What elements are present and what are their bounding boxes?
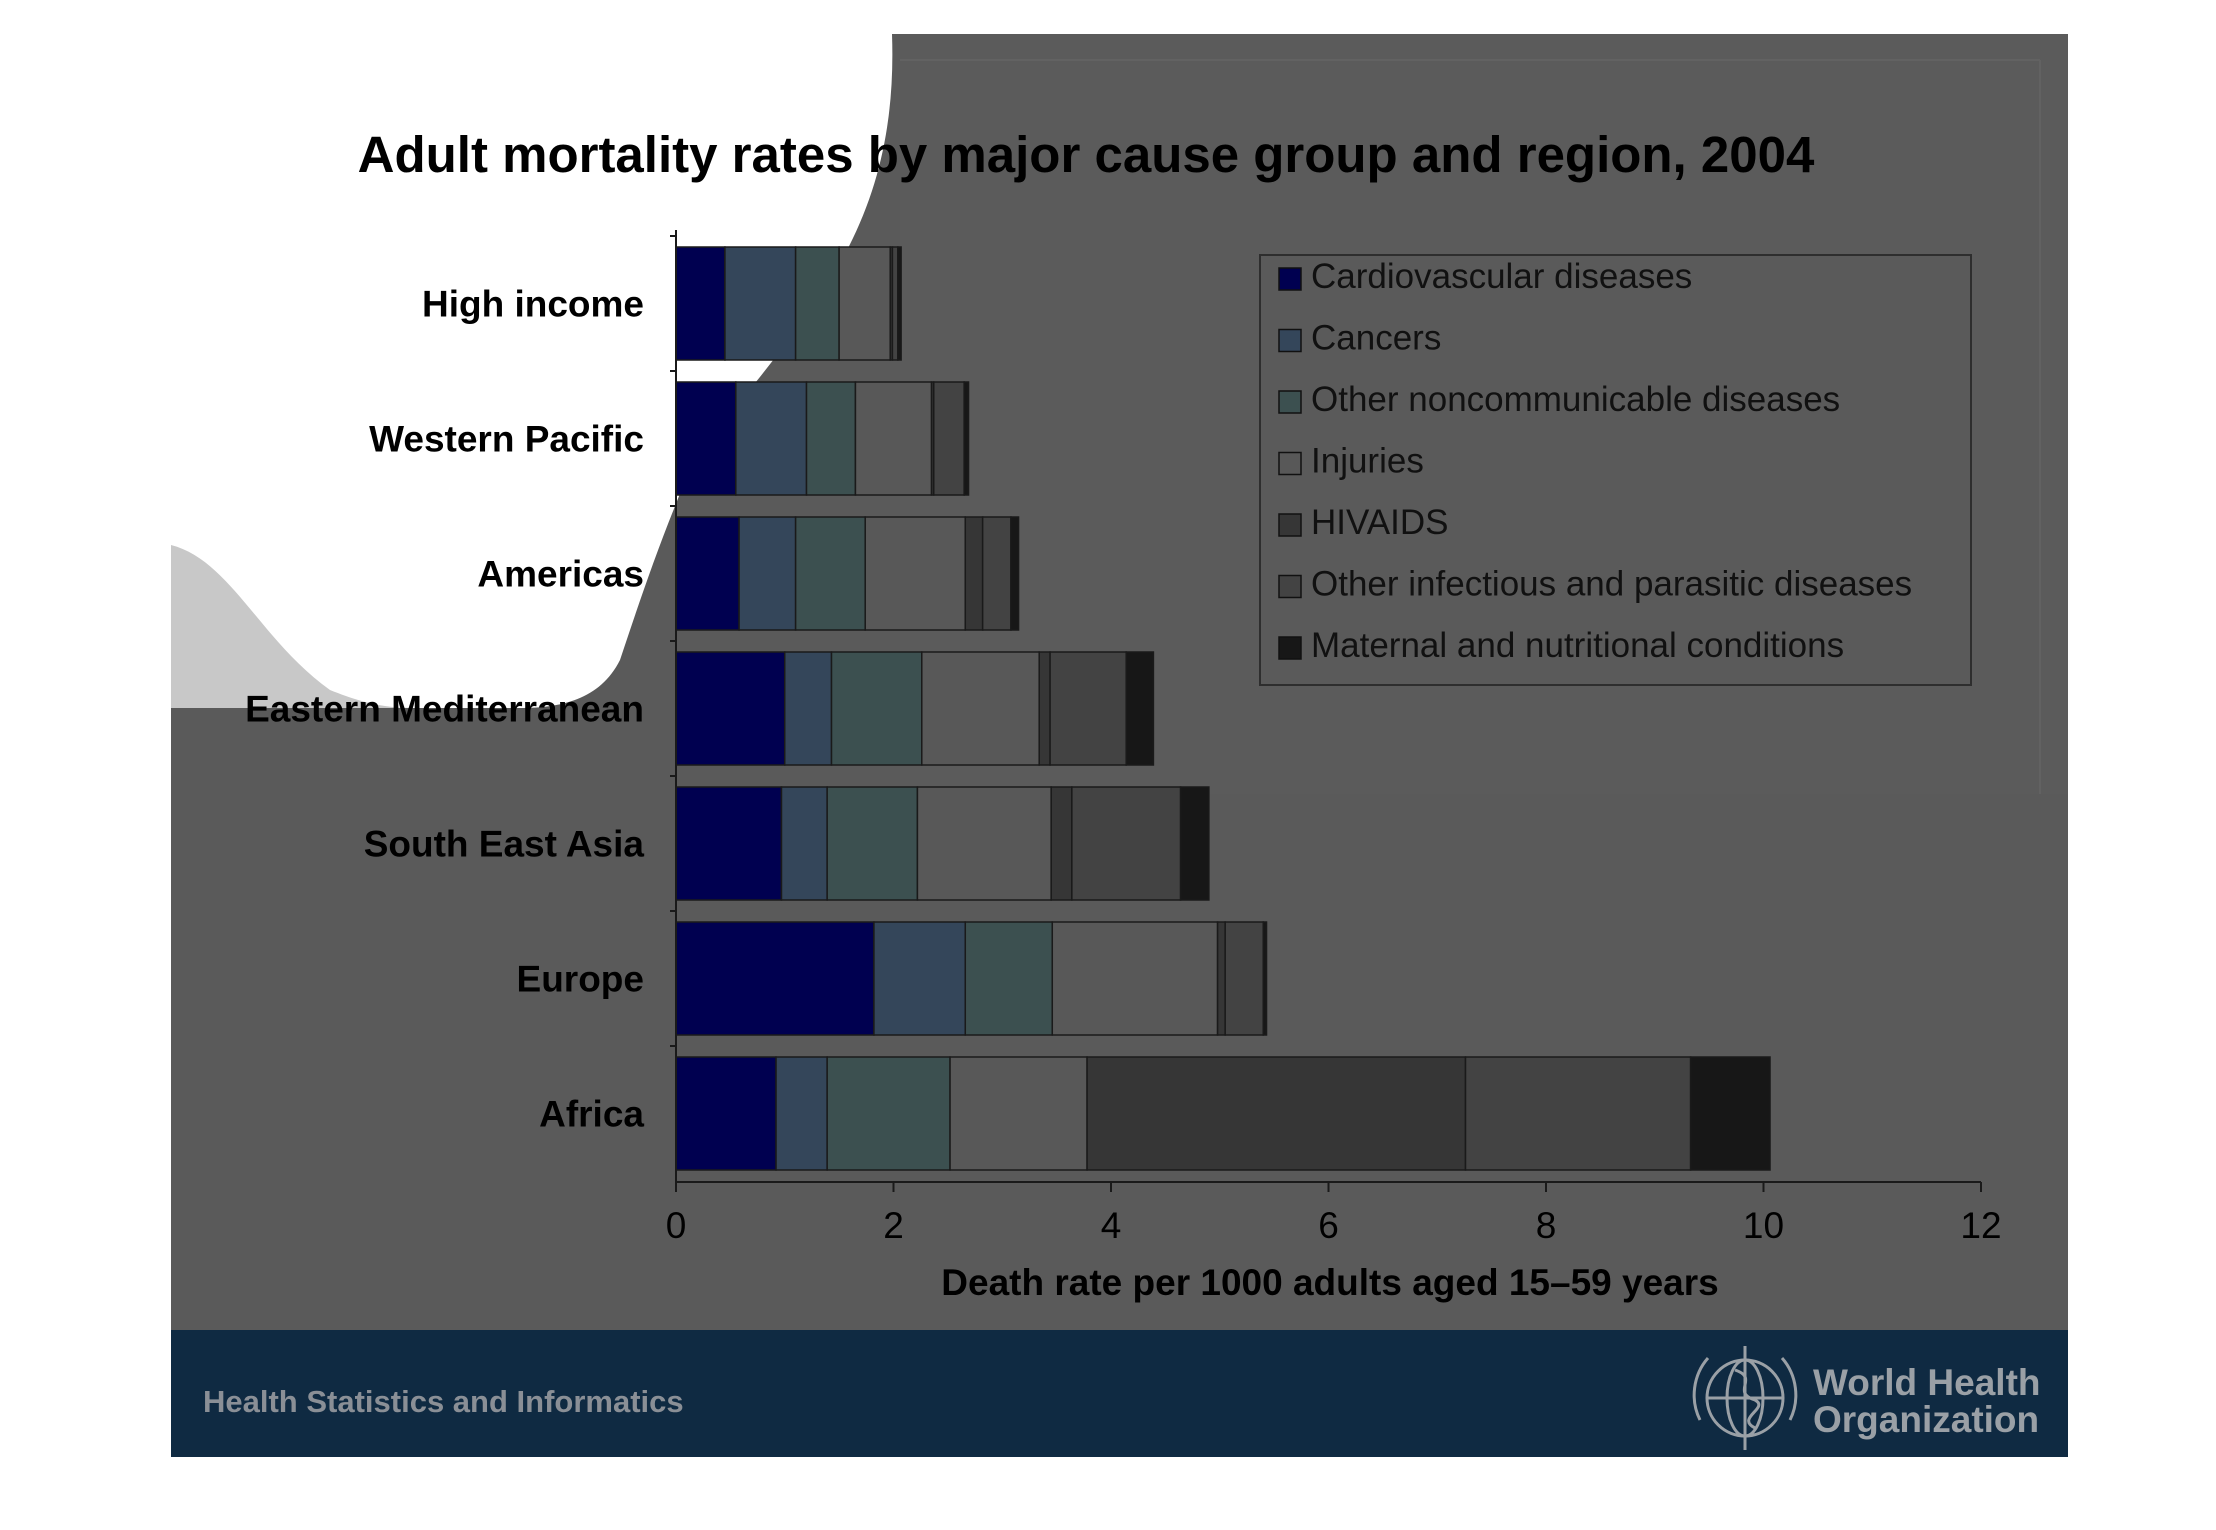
category-label: High income — [422, 284, 644, 325]
legend-box — [1259, 254, 1972, 686]
bars-layer — [675, 246, 1771, 1171]
bar-segment-1-row-3 — [675, 516, 740, 631]
legend-swatch — [1278, 451, 1302, 476]
bar-segment-7-row-2 — [963, 381, 970, 496]
bar-segment-4-row-4 — [921, 651, 1040, 766]
x-axis-label: Death rate per 1000 adults aged 15–59 ye… — [941, 1262, 1718, 1303]
bar-segment-3-row-1 — [794, 246, 840, 361]
legend-swatch — [1278, 328, 1302, 353]
bar-segment-4-row-7 — [949, 1056, 1088, 1171]
bar-segment-7-row-5 — [1179, 786, 1210, 901]
x-tick-label: 8 — [1536, 1205, 1557, 1246]
bar-segment-5-row-4 — [1038, 651, 1051, 766]
x-tick-label: 10 — [1743, 1205, 1784, 1246]
bar-segment-5-row-5 — [1050, 786, 1073, 901]
category-label: Africa — [539, 1094, 644, 1135]
x-tick-label: 2 — [883, 1205, 904, 1246]
category-label: Europe — [517, 959, 644, 1000]
bar-segment-6-row-3 — [981, 516, 1012, 631]
x-tick-label: 6 — [1318, 1205, 1339, 1246]
bar-segment-4-row-6 — [1051, 921, 1219, 1036]
category-label: South East Asia — [364, 824, 645, 865]
legend-swatch — [1278, 574, 1302, 599]
bar-segment-7-row-6 — [1262, 921, 1268, 1036]
org-name-line1: World Health — [1813, 1362, 2041, 1403]
legend-swatch — [1278, 513, 1302, 537]
bar-segment-2-row-1 — [724, 246, 797, 361]
footer-section-label: Health Statistics and Informatics — [203, 1384, 684, 1419]
bar-segment-6-row-4 — [1049, 651, 1127, 766]
legend-label: Maternal and nutritional conditions — [1311, 626, 1844, 665]
legend-label: Other noncommunicable diseases — [1311, 380, 1840, 419]
x-tick-label: 4 — [1101, 1205, 1122, 1246]
legend-label: Other infectious and parasitic diseases — [1311, 565, 1912, 604]
who-emblem-icon — [1692, 1346, 1798, 1450]
x-tick-label: 12 — [1960, 1205, 2001, 1246]
bar-segment-4-row-3 — [864, 516, 967, 631]
bar-segment-5-row-3 — [964, 516, 984, 631]
bar-segment-5-row-6 — [1216, 921, 1226, 1036]
x-tick-label: 0 — [666, 1205, 687, 1246]
bar-segment-1-row-7 — [675, 1056, 777, 1171]
bar-segment-3-row-2 — [805, 381, 857, 496]
bar-segment-4-row-1 — [838, 246, 891, 361]
bar-segment-2-row-2 — [735, 381, 808, 496]
bar-segment-7-row-4 — [1125, 651, 1155, 766]
legend: Cardiovascular diseases Cancers Other nonc… — [1259, 254, 1972, 686]
legend-label: Injuries — [1311, 442, 1424, 481]
bar-segment-3-row-5 — [826, 786, 919, 901]
bar-segment-7-row-7 — [1689, 1056, 1771, 1171]
legend-label: Cancers — [1311, 319, 1441, 358]
bar-segment-3-row-6 — [964, 921, 1054, 1036]
bar-segment-2-row-7 — [775, 1056, 828, 1171]
legend-label: Cardiovascular diseases — [1311, 257, 1692, 296]
legend-swatch — [1278, 636, 1302, 660]
bar-segment-1-row-5 — [675, 786, 783, 901]
category-label: Eastern Mediterranean — [245, 689, 644, 730]
bar-segment-1-row-1 — [675, 246, 726, 361]
bar-segment-2-row-5 — [780, 786, 828, 901]
bar-segment-5-row-7 — [1086, 1056, 1467, 1171]
bar-segment-1-row-2 — [675, 381, 737, 496]
bar-segment-6-row-1 — [891, 246, 899, 361]
legend-swatch — [1278, 267, 1302, 291]
bar-segment-4-row-5 — [916, 786, 1052, 901]
bar-segment-2-row-6 — [873, 921, 967, 1036]
category-label: Americas — [477, 554, 644, 595]
x-axis: 0 2 4 6 8 10 12 — [666, 230, 2002, 1246]
bar-segment-3-row-7 — [826, 1056, 951, 1171]
org-name-line2: Organization — [1813, 1399, 2039, 1440]
bar-segment-7-row-1 — [897, 246, 902, 361]
bar-segment-3-row-4 — [830, 651, 923, 766]
bar-segment-6-row-7 — [1464, 1056, 1692, 1171]
bar-segment-6-row-5 — [1071, 786, 1182, 901]
legend-label: HIVAIDS — [1311, 503, 1448, 542]
white-swoosh-graphic — [171, 34, 893, 708]
bar-segment-6-row-2 — [932, 381, 965, 496]
category-labels: High income Western Pacific Americas Easter… — [245, 284, 644, 1135]
bar-segment-3-row-3 — [794, 516, 866, 631]
bar-segment-2-row-4 — [784, 651, 833, 766]
chart-title: Adult mortality rates by major cause gro… — [358, 126, 1815, 183]
bar-segment-1-row-6 — [675, 921, 875, 1036]
bar-segment-7-row-3 — [1010, 516, 1020, 631]
legend-swatch — [1278, 390, 1302, 414]
bar-segment-4-row-2 — [854, 381, 933, 496]
category-label: Western Pacific — [369, 419, 644, 460]
bar-segment-1-row-4 — [675, 651, 786, 766]
bar-segment-6-row-6 — [1224, 921, 1264, 1036]
bar-segment-2-row-3 — [738, 516, 797, 631]
